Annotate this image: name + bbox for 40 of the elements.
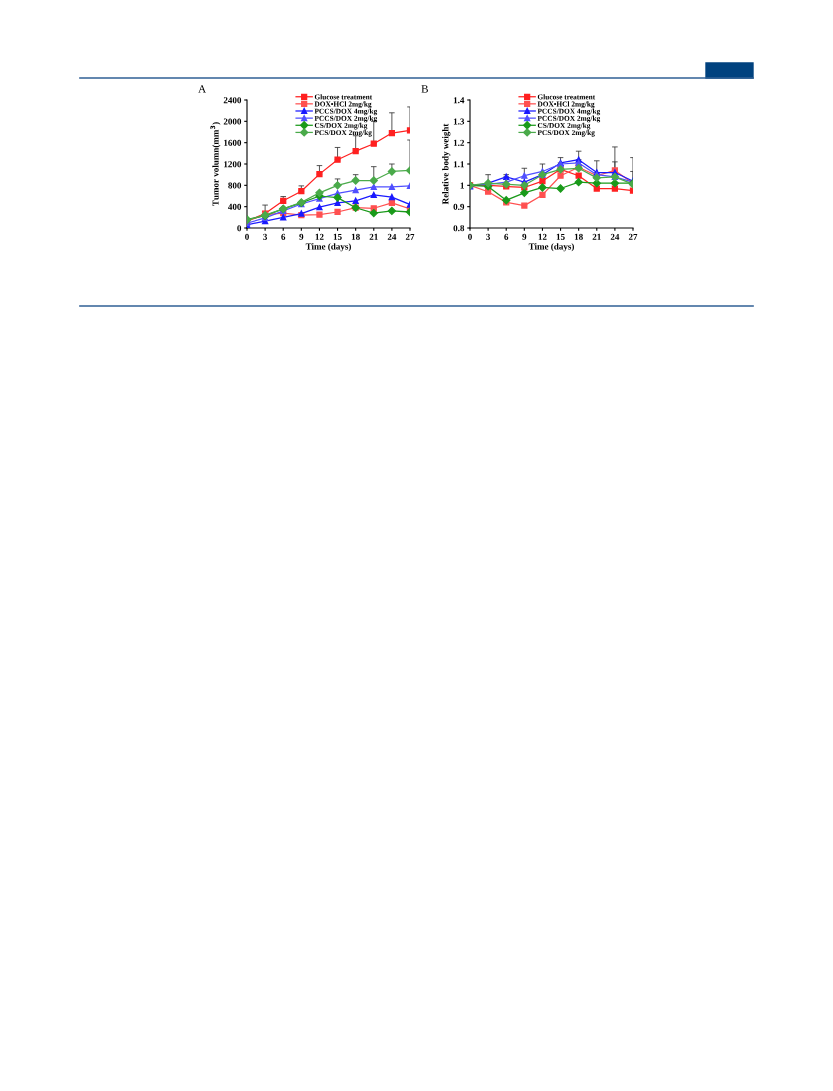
x-tick-label: 15: [556, 233, 565, 240]
x-tick-label: 9: [522, 233, 527, 240]
x-tick-label: 0: [245, 233, 249, 240]
x-tick-label: 21: [592, 233, 601, 240]
x-tick-label: 6: [281, 233, 286, 240]
y-tick-label: 1.4: [453, 97, 465, 104]
y-tick-label: 1.3: [453, 118, 465, 125]
text: A: [198, 85, 207, 93]
y-tick-label: 1: [460, 182, 464, 189]
y-tick-label: 1200: [224, 161, 242, 168]
x-tick-label: 12: [538, 233, 547, 240]
x-tick-label: 3: [263, 233, 268, 240]
x-tick-label: 27: [628, 233, 638, 240]
y-tick-label: 0: [237, 225, 242, 232]
x-tick-label: 9: [299, 233, 304, 240]
y-tick-label: 0.8: [453, 225, 465, 232]
x-tick-label: 18: [574, 233, 583, 240]
y-tick-label: 800: [228, 182, 242, 189]
x-tick-label: 21: [369, 233, 378, 240]
x-axis-title: Time (days): [305, 243, 351, 252]
y-tick-label: 1600: [224, 139, 242, 146]
x-tick-label: 27: [405, 233, 415, 240]
y-tick-label: 1.2: [453, 139, 465, 146]
y-axis-title: Relative body weight: [442, 123, 451, 205]
x-tick-label: 24: [387, 233, 397, 240]
x-tick-label: 24: [610, 233, 620, 240]
y-tick-label: 2400: [223, 97, 242, 104]
x-tick-label: 18: [351, 233, 360, 240]
y-tick-label: 0.9: [453, 203, 465, 210]
text: B: [421, 85, 428, 93]
y-tick-label: 400: [228, 203, 242, 210]
y-tick-label: 2000: [223, 118, 242, 125]
y-tick-label: 1.1: [453, 161, 464, 168]
x-tick-label: 12: [315, 233, 324, 240]
x-tick-label: 6: [504, 233, 509, 240]
y-axis-title: Tumor volumn(mm$^{3}$): [210, 122, 221, 206]
x-tick-label: 15: [333, 233, 342, 240]
x-axis-title: Time (days): [528, 243, 574, 252]
x-tick-label: 3: [486, 233, 491, 240]
x-tick-label: 0: [468, 233, 472, 240]
